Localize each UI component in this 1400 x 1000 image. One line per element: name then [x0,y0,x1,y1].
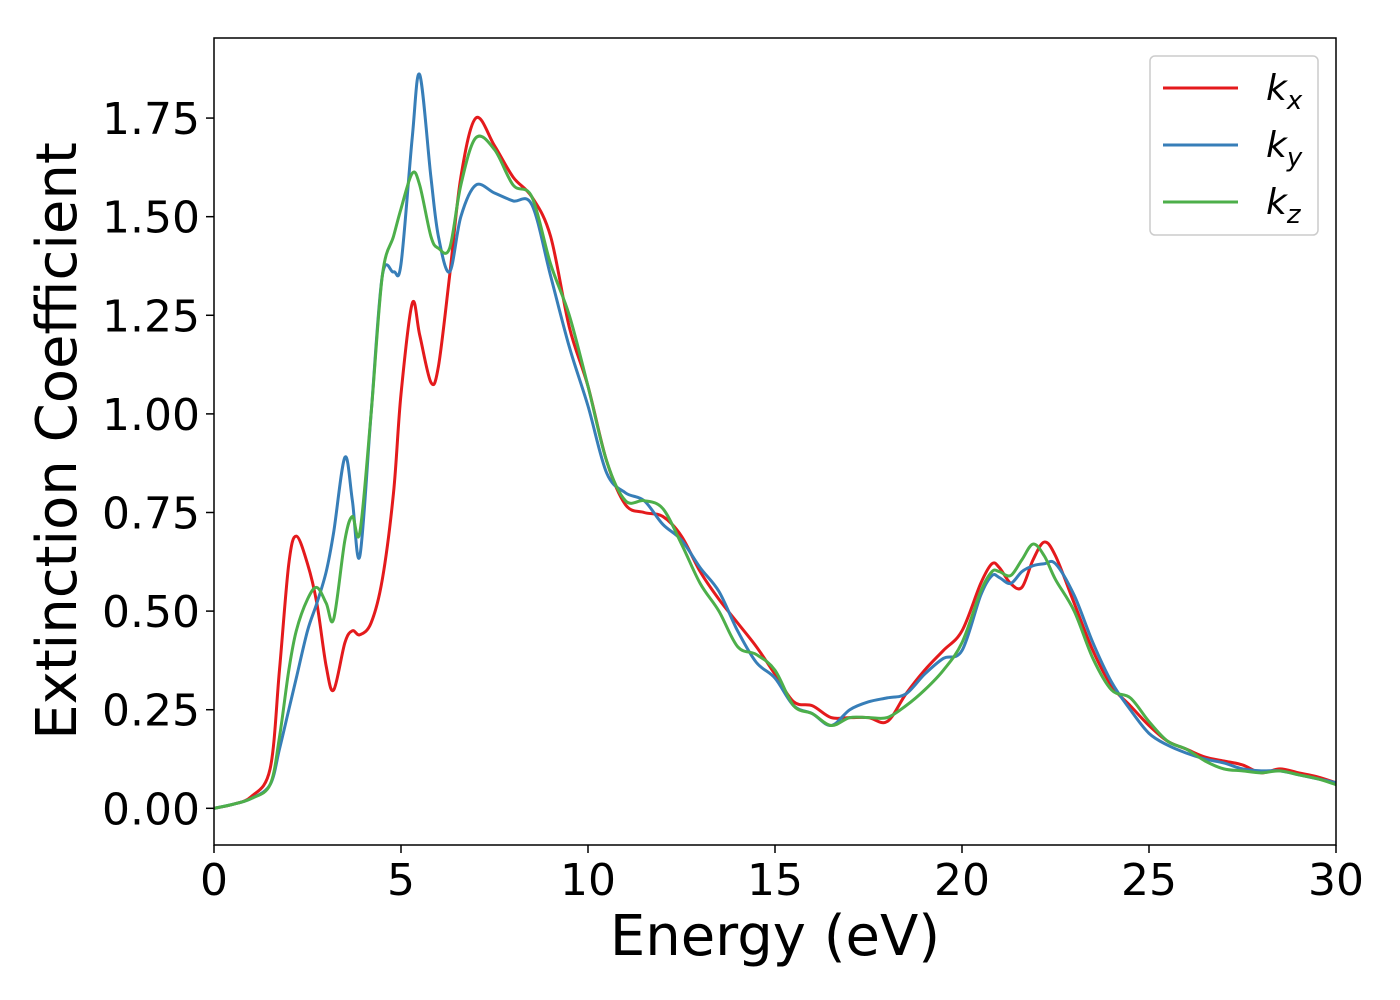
y-tick-label: 0.25 [102,686,200,737]
plot-frame [213,37,1337,846]
y-axis-label: Extinction Coefficient [25,142,90,740]
y-tick-label: 1.75 [102,94,200,145]
y-tick-label: 1.00 [102,390,200,441]
legend-label: ky [1266,125,1303,173]
x-tick-label: 30 [1308,855,1364,906]
series-line [214,134,1336,810]
x-tick-label: 25 [1121,855,1177,906]
y-tick-label: 1.25 [102,291,200,342]
x-tick-label: 15 [747,855,803,906]
y-tick-label: 0.50 [102,587,200,638]
y-tick-label: 0.75 [102,488,200,539]
x-tick-label: 10 [560,855,616,906]
x-axis-label: Energy (eV) [610,904,940,969]
legend-label: kx [1266,68,1303,116]
legend-label: kz [1266,182,1302,230]
x-tick-label: 5 [387,855,415,906]
y-tick-label: 0.00 [102,784,200,835]
y-tick-label: 1.50 [102,193,200,244]
x-tick-label: 20 [934,855,990,906]
x-tick-label: 0 [200,855,228,906]
